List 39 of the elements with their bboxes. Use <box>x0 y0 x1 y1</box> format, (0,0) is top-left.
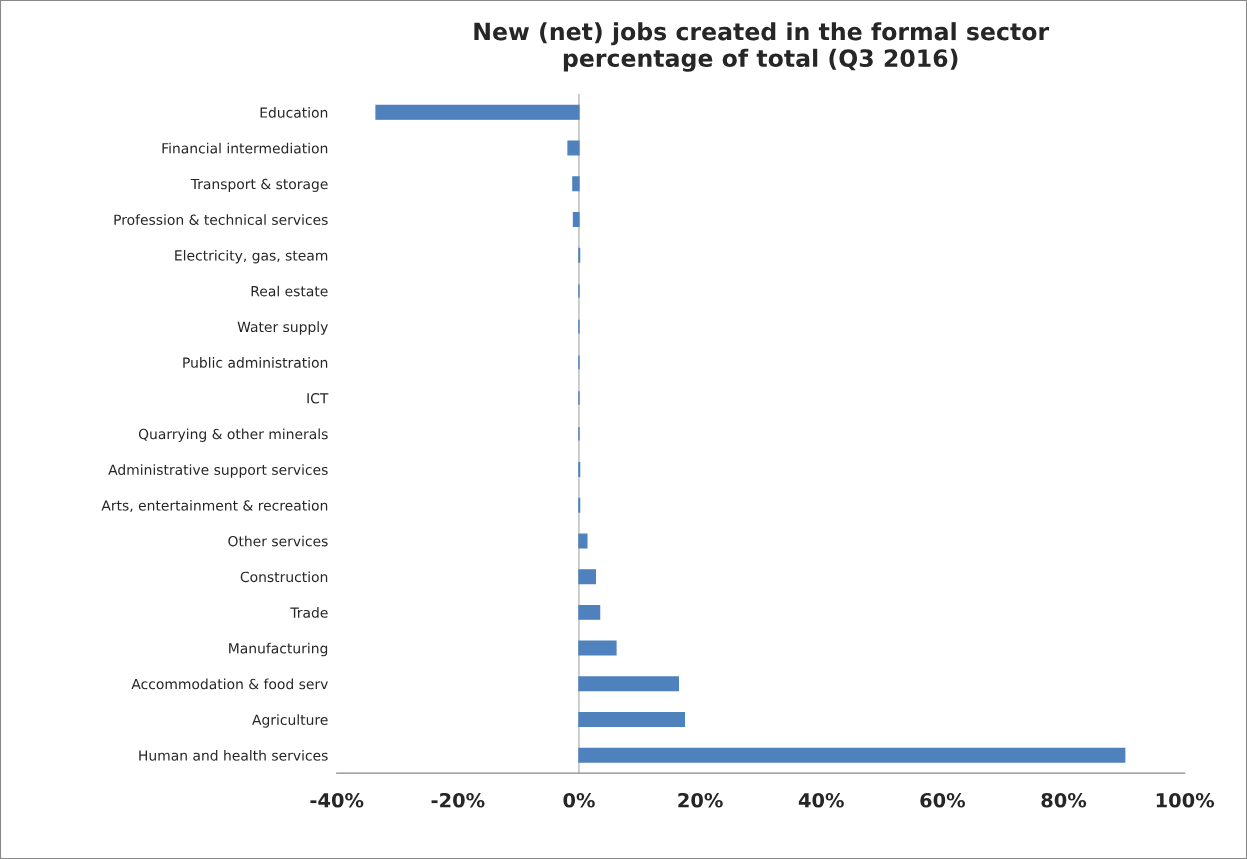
bar <box>578 747 1126 763</box>
bar <box>572 176 580 192</box>
bar <box>578 604 601 620</box>
y-tick-label: Accommodation & food serv <box>131 678 328 690</box>
x-tick-label: 80% <box>1041 792 1087 808</box>
y-tick-label: Manufacturing <box>229 642 328 657</box>
bar <box>578 640 617 656</box>
y-tick-label: Other services <box>228 535 328 547</box>
y-tick-label: Electricity, gas, steam <box>175 249 328 264</box>
bar <box>578 533 588 549</box>
y-tick-label: Quarrying & other minerals <box>138 428 328 442</box>
y-tick-label: Real estate <box>251 285 328 297</box>
bar <box>578 712 686 728</box>
y-tick-label: Trade <box>290 607 328 618</box>
chart-title: New (net) jobs created in the formal sector percentage of total (Q3 2016) <box>474 22 1050 72</box>
x-tick-label: 60% <box>920 792 966 808</box>
y-tick-label: Construction <box>240 571 328 583</box>
x-tick-label: 0% <box>563 792 595 808</box>
y-tick-label: Public administration <box>183 357 328 368</box>
x-tick-label: -40% <box>310 792 364 808</box>
bar <box>375 104 580 120</box>
y-tick-label: Transport & storage <box>190 178 328 192</box>
bar <box>567 140 580 156</box>
x-tick-label: 20% <box>678 792 723 808</box>
y-tick-label: Human and health services <box>139 749 328 761</box>
x-tick-label: 100% <box>1156 792 1215 808</box>
y-tick-label: Profession & technical services <box>114 214 328 225</box>
bar <box>578 676 679 692</box>
x-tick-label: 40% <box>798 792 844 808</box>
bar <box>572 212 580 227</box>
x-tick-label: -20% <box>431 792 485 808</box>
bar <box>578 569 597 585</box>
y-tick-label: Financial intermediation <box>162 142 328 154</box>
y-tick-label: Administrative support services <box>108 464 328 478</box>
y-tick-label: Education <box>260 107 328 118</box>
y-tick-label: Agriculture <box>252 714 328 728</box>
y-tick-label: ICT <box>307 393 329 404</box>
y-tick-label: Arts, entertainment & recreation <box>101 499 328 513</box>
y-tick-label: Water supply <box>237 321 328 335</box>
